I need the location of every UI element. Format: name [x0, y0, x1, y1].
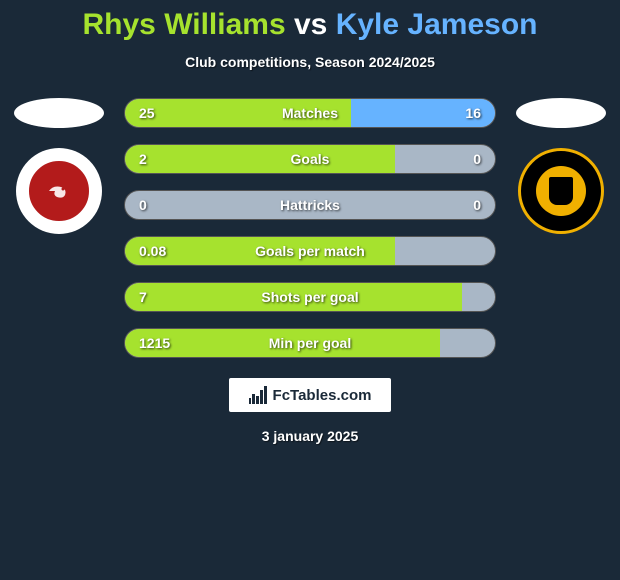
crest-right-inner	[536, 166, 586, 216]
stat-bar: 7 Shots per goal	[124, 282, 496, 312]
stat-bar: 1215 Min per goal	[124, 328, 496, 358]
club-crest-left	[16, 148, 102, 234]
stats-bars: 25 16 Matches 2 0 Goals 0 0 Hattricks 0.08 Goals p…	[120, 98, 500, 358]
main-row: 25 16 Matches 2 0 Goals 0 0 Hattricks 0.08 Goals p…	[0, 98, 620, 358]
fill-left	[125, 145, 395, 173]
stat-bar: 2 0 Goals	[124, 144, 496, 174]
stat-bar: 0.08 Goals per match	[124, 236, 496, 266]
stat-value-left: 7	[139, 289, 147, 305]
stat-label: Min per goal	[269, 335, 351, 351]
stat-value-left: 1215	[139, 335, 170, 351]
flag-left	[14, 98, 104, 128]
stat-label: Matches	[282, 105, 338, 121]
left-column	[0, 98, 110, 234]
stat-label: Shots per goal	[261, 289, 358, 305]
stat-label: Hattricks	[280, 197, 340, 213]
vs-text: vs	[294, 8, 327, 41]
stat-value-right: 0	[473, 151, 481, 167]
stat-value-left: 0.08	[139, 243, 166, 259]
club-crest-right	[518, 148, 604, 234]
right-column	[510, 98, 620, 234]
page-title: Rhys Williams vs Kyle Jameson	[83, 8, 538, 42]
brand-badge[interactable]: FcTables.com	[229, 378, 392, 412]
subtitle: Club competitions, Season 2024/2025	[185, 54, 435, 70]
player2-name: Kyle Jameson	[336, 8, 538, 41]
player1-name: Rhys Williams	[83, 8, 286, 41]
stat-value-left: 0	[139, 197, 147, 213]
brand-logo-icon	[249, 386, 267, 404]
stat-bar: 0 0 Hattricks	[124, 190, 496, 220]
shield-icon	[549, 177, 573, 205]
stat-value-left: 2	[139, 151, 147, 167]
date-text: 3 january 2025	[262, 428, 359, 444]
comparison-widget: Rhys Williams vs Kyle Jameson Club compe…	[0, 0, 620, 580]
brand-text: FcTables.com	[273, 387, 372, 404]
stat-value-left: 25	[139, 105, 155, 121]
stat-label: Goals per match	[255, 243, 365, 259]
crest-left-inner	[26, 158, 92, 224]
flag-right	[516, 98, 606, 128]
stat-bar: 25 16 Matches	[124, 98, 496, 128]
stat-value-right: 16	[465, 105, 481, 121]
stat-label: Goals	[291, 151, 330, 167]
stat-value-right: 0	[473, 197, 481, 213]
shrimp-icon	[43, 179, 75, 203]
